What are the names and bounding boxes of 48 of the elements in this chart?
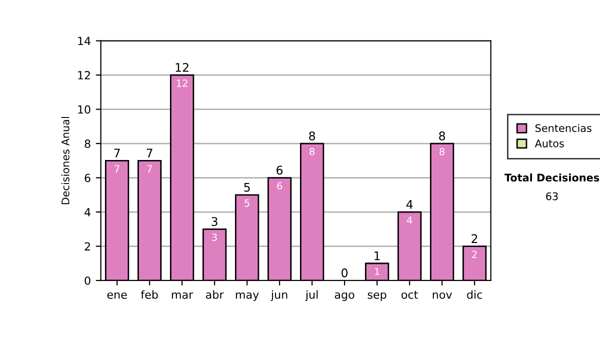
y-tick-label: 0 [84,276,90,285]
y-tick-label: 14 [78,36,90,46]
total-label: 8 [309,131,315,140]
x-tick-label: abr [206,290,224,299]
total-label: 12 [176,62,188,72]
x-tick-label: jun [270,290,288,301]
total-label: 5 [244,182,250,192]
data-label: 12 [176,79,188,87]
y-tick-label: 6 [84,174,90,182]
data-label: 1 [375,268,380,276]
y-tick-label: 8 [84,140,90,148]
total-label: 2 [472,234,478,243]
data-label: 8 [440,148,444,156]
x-tick-label: ago [334,292,354,301]
total-label: 6 [276,166,283,175]
data-label: 7 [147,165,152,172]
total-label: 1 [374,251,380,260]
x-tick-label: ene [107,292,127,299]
x-tick-label: dic [467,290,482,299]
y-axis-title: Decisiones Anual [61,117,70,204]
data-label: 8 [310,148,314,156]
data-label: 2 [472,250,477,258]
text: Total Decisiones [504,173,600,182]
total-label: 8 [439,131,445,140]
legend-label: Sentencias [535,124,592,132]
total-label: 0 [342,268,348,278]
y-tick-label: 2 [84,242,90,250]
x-tick-label: oct [402,290,418,299]
x-tick-label: nov [432,292,452,299]
y-tick-label: 10 [78,105,90,114]
data-label: 4 [406,216,412,224]
data-label: 7 [114,165,120,172]
data-label: 5 [244,199,250,207]
data-label: 6 [277,182,282,190]
data-label: 3 [212,234,217,241]
x-tick-label: jul [305,290,318,301]
x-tick-label: mar [172,292,194,299]
y-tick-label: 4 [84,208,90,216]
legend-label: Autos [534,140,564,148]
total-label: 3 [212,217,218,226]
text: 63 [546,192,558,200]
x-tick-label: sep [368,292,386,301]
total-label: 7 [146,148,152,158]
total-label: 7 [114,148,120,158]
y-tick-label: 12 [78,71,90,80]
x-tick-label: feb [140,290,158,299]
total-label: 4 [406,200,413,209]
x-tick-label: may [236,292,259,301]
